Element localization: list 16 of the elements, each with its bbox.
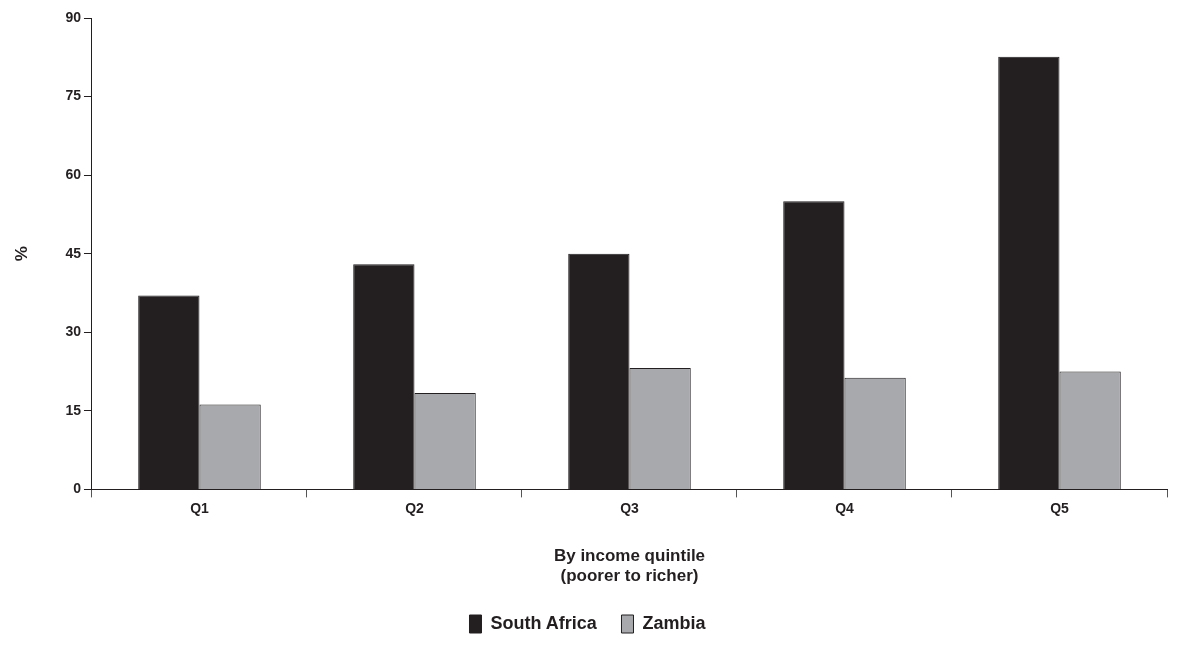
y-axis-title: % [11, 246, 31, 262]
y-tick-label: 90 [65, 8, 82, 25]
x-tick-label: Q4 [835, 499, 855, 516]
legend-label: South Africa [490, 612, 598, 633]
y-tick-label: 30 [65, 323, 82, 340]
x-tick-label: Q2 [405, 499, 425, 516]
x-tick-label: Q3 [620, 499, 640, 516]
y-tick-label: 0 [73, 480, 82, 497]
x-axis-title: By income quintile (poorer to richer) [553, 546, 706, 586]
x-tick-label: Q1 [190, 499, 210, 516]
y-tick-label: 45 [65, 244, 82, 261]
y-tick-label: 60 [65, 165, 82, 182]
y-tick-label: 15 [65, 401, 82, 418]
x-tick-label: Q5 [1050, 499, 1070, 516]
y-tick-label: 75 [65, 87, 82, 104]
legend-label: Zambia [642, 612, 707, 633]
